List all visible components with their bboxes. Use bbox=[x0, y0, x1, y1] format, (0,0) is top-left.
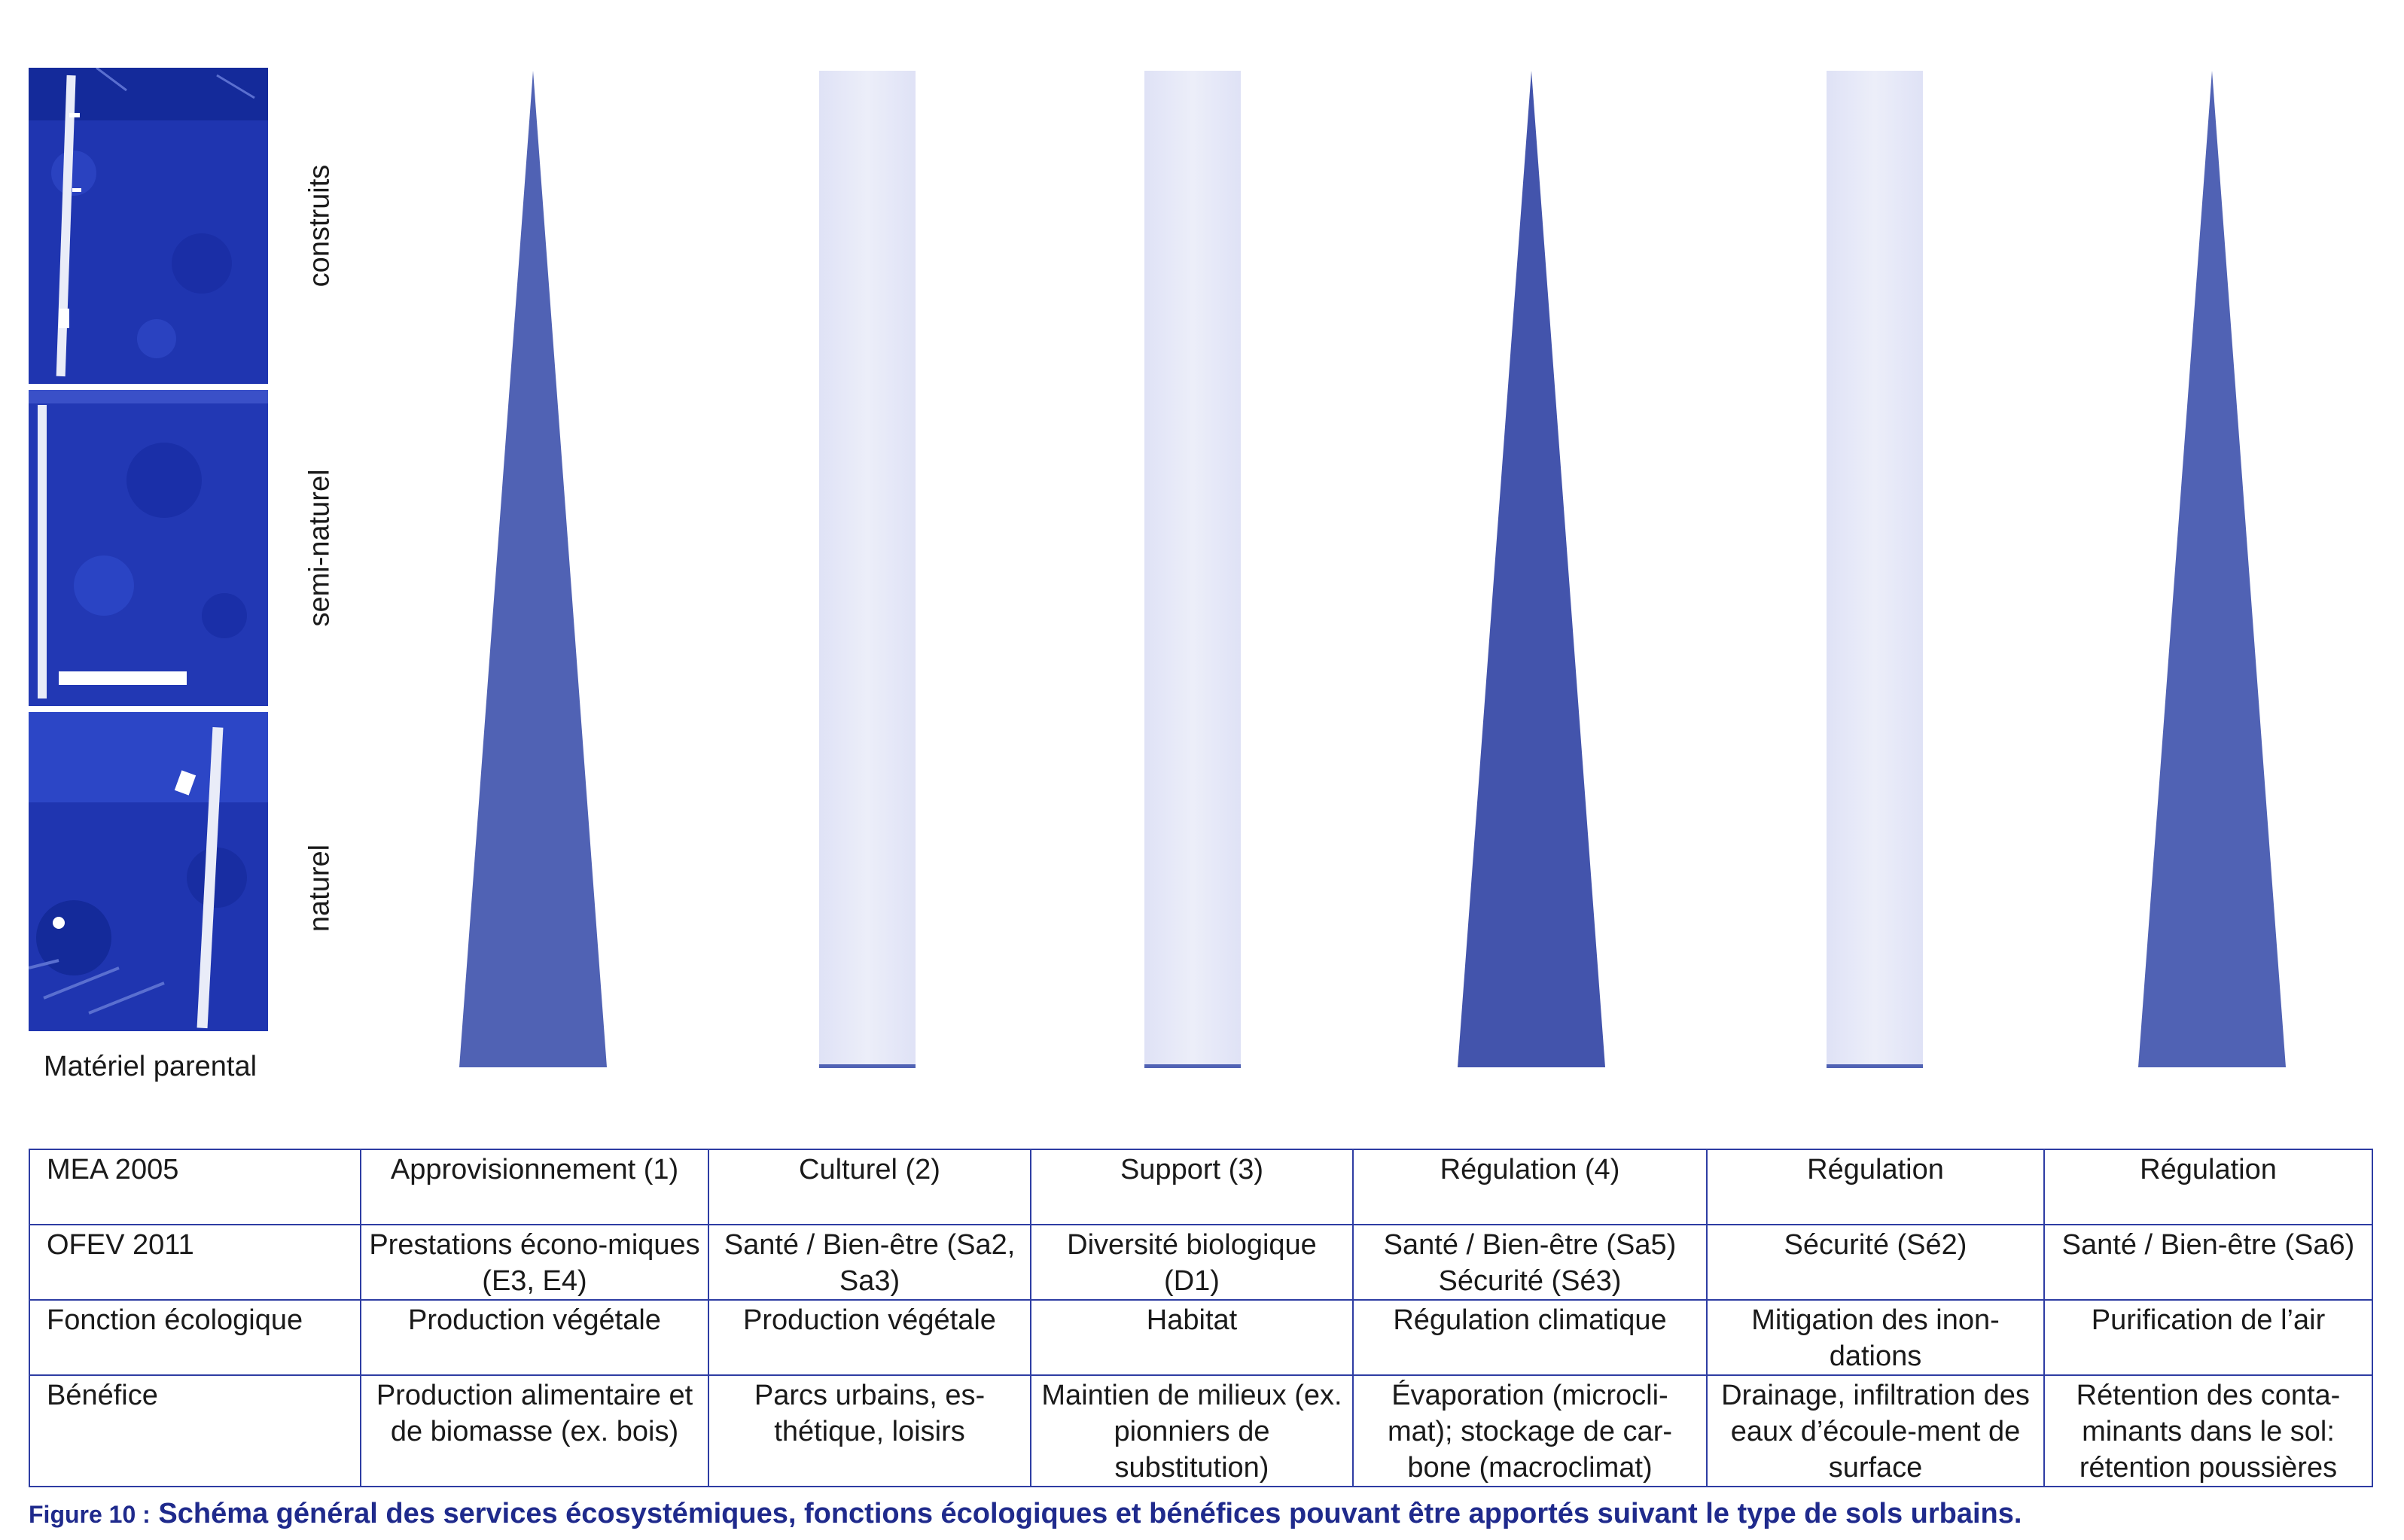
row-header: OFEV 2011 bbox=[29, 1224, 361, 1301]
table-cell: Évaporation (microcli-mat); stockage de … bbox=[1352, 1374, 1708, 1487]
parent-material-label: Matériel parental bbox=[44, 1051, 257, 1082]
table-cell: Mitigation des inon-dations bbox=[1706, 1299, 2045, 1376]
row-header: Fonction écologique bbox=[29, 1299, 361, 1376]
table-row: Fonction écologique Production végétale … bbox=[29, 1299, 2373, 1376]
table-cell: Régulation bbox=[2043, 1149, 2373, 1225]
table-cell: Sécurité (Sé2) bbox=[1706, 1224, 2045, 1301]
table-cell: Régulation climatique bbox=[1352, 1299, 1708, 1376]
figure-number: Figure 10 : bbox=[29, 1501, 151, 1528]
table-cell: Production végétale bbox=[360, 1299, 709, 1376]
table-cell: Santé / Bien-être (Sa5) Sécurité (Sé3) bbox=[1352, 1224, 1708, 1301]
table-cell: Culturel (2) bbox=[708, 1149, 1031, 1225]
table-cell: Maintien de milieux (ex. pionniers de su… bbox=[1030, 1374, 1354, 1487]
table-cell: Prestations écono-miques (E3, E4) bbox=[360, 1224, 709, 1301]
table-cell: Santé / Bien-être (Sa2, Sa3) bbox=[708, 1224, 1031, 1301]
table-cell: Santé / Bien-être (Sa6) bbox=[2043, 1224, 2373, 1301]
shape-bar-5 bbox=[1827, 71, 1923, 1067]
table-cell: Diversité biologique (D1) bbox=[1030, 1224, 1354, 1301]
table-cell: Régulation bbox=[1706, 1149, 2045, 1225]
table-cell: Support (3) bbox=[1030, 1149, 1354, 1225]
table-cell: Régulation (4) bbox=[1352, 1149, 1708, 1225]
figure-caption: Figure 10 : Schéma général des services … bbox=[29, 1498, 2022, 1530]
table-cell: Production alimentaire et de biomasse (e… bbox=[360, 1374, 709, 1487]
table-row: MEA 2005 Approvisionnement (1) Culturel … bbox=[29, 1149, 2373, 1225]
figure-caption-text: Schéma général des services écosystémiqu… bbox=[158, 1498, 2022, 1529]
row-header: Bénéfice bbox=[29, 1374, 361, 1487]
table-cell: Rétention des conta-minants dans le sol:… bbox=[2043, 1374, 2373, 1487]
table-cell: Drainage, infiltration des eaux d’écoule… bbox=[1706, 1374, 2045, 1487]
soil-photo-construits bbox=[29, 68, 268, 384]
shape-bar-3 bbox=[1144, 71, 1241, 1067]
table-cell: Purification de l’air bbox=[2043, 1299, 2373, 1376]
shape-bar-2 bbox=[819, 71, 916, 1067]
services-table: MEA 2005 Approvisionnement (1) Culturel … bbox=[29, 1149, 2373, 1487]
soil-photo-semi-naturel bbox=[29, 390, 268, 706]
shape-triangle-1 bbox=[459, 71, 607, 1067]
table-row: OFEV 2011 Prestations écono-miques (E3, … bbox=[29, 1224, 2373, 1301]
shape-bar-base-3 bbox=[1144, 1064, 1241, 1068]
table-cell: Approvisionnement (1) bbox=[360, 1149, 709, 1225]
row-header: MEA 2005 bbox=[29, 1149, 361, 1225]
table-cell: Production végétale bbox=[708, 1299, 1031, 1376]
table-row: Bénéfice Production alimentaire et de bi… bbox=[29, 1374, 2373, 1487]
soil-photo-naturel bbox=[29, 712, 268, 1031]
shape-bar-base-2 bbox=[819, 1064, 916, 1068]
shape-triangle-6 bbox=[2138, 71, 2286, 1067]
table-cell: Habitat bbox=[1030, 1299, 1354, 1376]
service-shapes bbox=[459, 71, 2286, 1068]
shape-triangle-4 bbox=[1458, 71, 1605, 1067]
shape-bar-base-5 bbox=[1827, 1064, 1923, 1068]
table-cell: Parcs urbains, es-thétique, loisirs bbox=[708, 1374, 1031, 1487]
